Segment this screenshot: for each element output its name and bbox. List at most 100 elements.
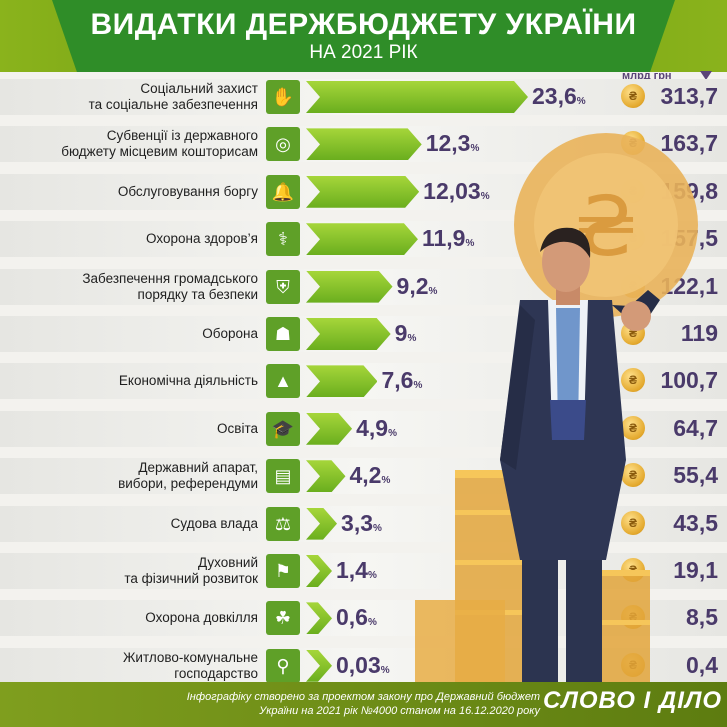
category-label: Освіта <box>0 421 258 437</box>
category-label: Субвенції із державного бюджету місцевим … <box>0 128 258 160</box>
coin-stack-icon: ◎ <box>266 127 300 162</box>
graduation-cap-icon: 🎓 <box>266 411 300 446</box>
category-label: Судова влада <box>0 516 258 532</box>
percent-label: 7,6% <box>381 367 422 394</box>
hand-coin-icon: ✋ <box>266 80 300 114</box>
category-label: Оборона <box>0 326 258 342</box>
coin-icon: ₴ <box>621 84 645 108</box>
bar <box>306 318 391 350</box>
category-label-line-1: Обслуговування боргу <box>117 183 258 199</box>
percent-sign: % <box>480 190 490 202</box>
percent-value: 4,2 <box>349 462 382 489</box>
page-title: ВИДАТКИ ДЕРЖБЮДЖЕТУ УКРАЇНИ <box>90 8 637 41</box>
percent-value: 0,6 <box>336 604 368 631</box>
percent-label: 12,3% <box>426 130 480 157</box>
category-label-line-2: порядку та безпеки <box>137 286 258 302</box>
category-label: Соціальний захист та соціальне забезпечен… <box>0 81 258 113</box>
page-subtitle: НА 2021 РІК <box>309 42 418 63</box>
bar <box>306 81 528 113</box>
coin-icon: ₴ <box>621 558 645 582</box>
chart-row: Соціальний захист та соціальне забезпечен… <box>0 77 727 117</box>
coin-icon: ₴ <box>621 178 645 203</box>
category-label-line-2: господарство <box>174 665 258 681</box>
amount-value: 163,7 <box>660 130 718 157</box>
category-label: Державний апарат, вибори, референдуми <box>0 460 258 492</box>
percent-value: 9 <box>394 320 408 346</box>
percent-value: 9,2 <box>396 272 429 299</box>
percent-value: 0,03 <box>336 651 381 678</box>
header: ВИДАТКИ ДЕРЖБЮДЖЕТУ УКРАЇНИ НА 2021 РІК <box>0 0 727 72</box>
percent-value: 4,9 <box>356 414 389 441</box>
caduceus-icon: ⚕ <box>266 222 300 257</box>
coin-icon: ₴ <box>621 463 645 488</box>
amount-value: 8,5 <box>686 604 718 631</box>
category-label: Охорона здоров’я <box>0 231 258 247</box>
percent-value: 12,3 <box>425 130 471 157</box>
percent-sign: % <box>373 522 382 534</box>
chart-row: Освіта 🎓 4,9% ₴ 64,7 <box>0 409 727 449</box>
percent-sign: % <box>470 143 480 155</box>
amount-value: 159,8 <box>660 177 718 204</box>
category-label-line-2: вибори, референдуми <box>118 476 258 492</box>
chart-row: Субвенції із державного бюджету місцевим … <box>0 124 727 164</box>
coin-icon: ₴ <box>621 273 645 298</box>
category-label-line-1: Оборона <box>202 326 258 341</box>
soldier-icon: ☗ <box>266 317 300 351</box>
coin-icon: ₴ <box>621 415 645 440</box>
percent-value: 11,9 <box>421 225 466 252</box>
source-note: Інфографіку створено за проектом закону … <box>140 690 540 718</box>
category-label-line-1: Економічна діяльність <box>118 373 258 389</box>
category-label: Житлово-комунальне господарство <box>0 650 258 682</box>
footer: Інфографіку створено за проектом закону … <box>0 682 727 727</box>
percent-value: 7,6 <box>381 367 414 394</box>
category-label-line-1: Державний апарат, <box>138 460 258 476</box>
percent-label: 4,9% <box>356 415 397 442</box>
brand-logo: СЛОВО І ДІЛО <box>543 687 723 714</box>
bar <box>306 176 419 208</box>
percent-sign: % <box>388 427 397 439</box>
percent-label: 0,03% <box>336 652 390 679</box>
percent-label: 3,3% <box>341 510 382 537</box>
amount-value: 119 <box>680 320 718 346</box>
category-label: Забезпечення громадського порядку та безп… <box>0 271 258 303</box>
source-note-line-1: Інфографіку створено за проектом закону … <box>186 691 540 703</box>
amount-value: 43,5 <box>673 509 718 536</box>
amount-value: 157,5 <box>660 225 718 252</box>
runner-icon: ⚑ <box>266 554 300 588</box>
source-note-line-2: України на 2021 рік №4000 станом на 16.1… <box>259 705 540 717</box>
percent-sign: % <box>576 96 586 107</box>
percent-sign: % <box>380 664 390 676</box>
title-banner <box>52 0 675 72</box>
percent-label: 23,6% <box>532 83 586 110</box>
chart-row: Судова влада ⚖ 3,3% ₴ 43,5 <box>0 504 727 544</box>
chart-row: Державний апарат, вибори, референдуми ▤ 4,2… <box>0 456 727 496</box>
bell-icon: 🔔 <box>266 174 300 209</box>
category-label-line-1: Судова влада <box>170 515 258 531</box>
chart-row: Охорона здоров’я ⚕ 11,9% ₴ 157,5 <box>0 219 727 259</box>
ballot-icon: ▤ <box>266 459 300 494</box>
percent-sign: % <box>465 238 475 250</box>
percent-value: 12,03 <box>423 177 481 204</box>
category-label: Економічна діяльність <box>0 373 258 389</box>
amount-value: 64,7 <box>673 414 718 441</box>
percent-sign: % <box>367 570 377 581</box>
bar <box>306 128 422 160</box>
percent-label: 4,2% <box>350 462 391 489</box>
amount-value: 19,1 <box>673 557 718 583</box>
percent-sign: % <box>428 285 438 297</box>
category-label-line-1: Субвенції із державного <box>106 128 258 144</box>
chart-row: Економічна діяльність ▲ 7,6% ₴ 100,7 <box>0 361 727 401</box>
percent-value: 23,6 <box>532 83 577 109</box>
percent-label: 12,03% <box>423 178 489 205</box>
category-label: Охорона довкілля <box>0 610 258 626</box>
amount-value: 0,4 <box>686 651 718 678</box>
chart-row: Обслуговування боргу 🔔 12,03% ₴ 159,8 <box>0 172 727 212</box>
chart-row: Житлово-комунальне господарство ⚲ 0,03% ₴ 0,4 <box>0 646 727 686</box>
category-label: Обслуговування боргу <box>0 184 258 200</box>
amount-value: 313,7 <box>660 83 718 109</box>
percent-label: 11,9% <box>422 225 474 252</box>
coin-icon: ₴ <box>621 652 645 677</box>
bar <box>306 271 393 303</box>
percent-sign: % <box>367 617 377 629</box>
coin-icon: ₴ <box>621 226 645 251</box>
